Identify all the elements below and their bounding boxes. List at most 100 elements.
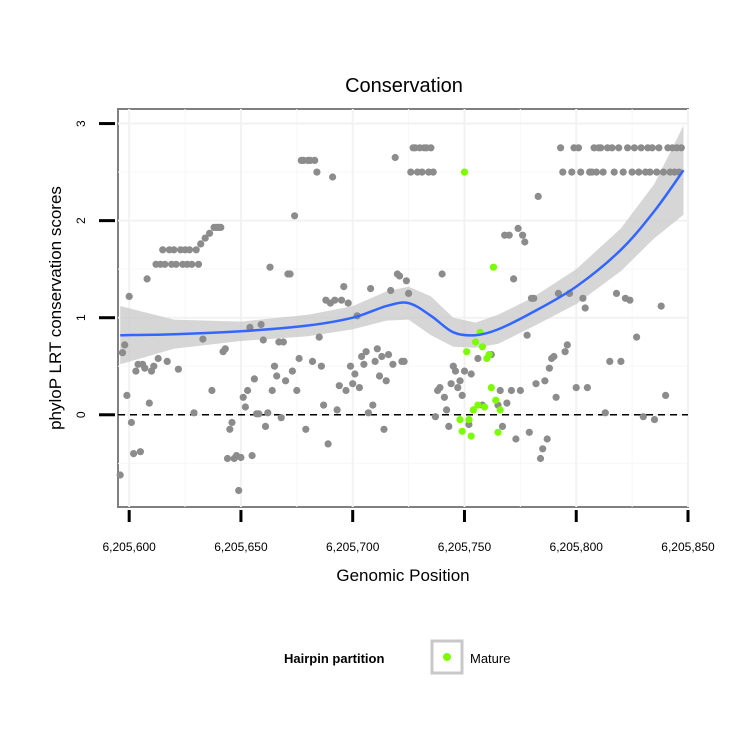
data-point-other xyxy=(154,354,162,363)
data-point-other xyxy=(369,401,377,409)
data-point-mature xyxy=(465,416,473,424)
data-point-other xyxy=(429,168,437,176)
data-point-other xyxy=(291,212,299,220)
data-point-mature xyxy=(478,343,486,351)
data-point-other xyxy=(550,352,558,361)
data-point-other xyxy=(639,413,647,421)
data-point-other xyxy=(192,246,200,254)
data-point-other xyxy=(539,445,547,453)
y-tick-label: 2 xyxy=(74,217,88,224)
data-point-other xyxy=(507,386,515,395)
data-point-other xyxy=(259,336,267,344)
data-point-other xyxy=(509,275,518,283)
data-point-other xyxy=(237,453,245,462)
data-point-other xyxy=(474,354,482,363)
chart-title: Conservation xyxy=(345,75,463,97)
data-point-other xyxy=(226,425,234,433)
data-point-other xyxy=(360,360,368,368)
data-point-other xyxy=(655,144,663,152)
data-point-other xyxy=(266,263,274,271)
data-point-mature xyxy=(463,348,471,356)
data-point-other xyxy=(143,275,151,283)
data-point-other xyxy=(648,144,656,152)
data-point-other xyxy=(583,384,592,392)
data-point-other xyxy=(456,377,464,385)
data-point-other xyxy=(308,357,317,365)
data-point-other xyxy=(141,364,149,372)
data-point-other xyxy=(185,246,194,254)
data-point-other xyxy=(346,362,355,370)
data-point-other xyxy=(250,375,258,383)
x-tick-label: 6,205,800 xyxy=(550,540,604,554)
data-point-other xyxy=(505,231,513,239)
data-point-other xyxy=(626,296,634,304)
data-point-other xyxy=(610,168,618,176)
data-point-other xyxy=(125,292,133,300)
data-point-other xyxy=(340,283,348,291)
data-point-other xyxy=(163,357,171,365)
data-point-other xyxy=(512,435,520,443)
data-point-other xyxy=(342,386,350,395)
data-point-other xyxy=(223,454,232,463)
data-point-other xyxy=(317,362,325,370)
data-point-other xyxy=(530,294,538,302)
data-point-mature xyxy=(460,168,469,176)
data-point-other xyxy=(436,384,444,392)
x-axis-title: Genomic Position xyxy=(336,566,469,585)
data-point-other xyxy=(608,144,616,152)
legend-key-mature xyxy=(430,639,464,675)
data-point-other xyxy=(568,168,576,176)
data-point-other xyxy=(199,335,207,343)
data-point-other xyxy=(344,299,352,307)
data-point-other xyxy=(288,367,296,375)
data-point-other xyxy=(123,391,131,399)
data-point-other xyxy=(127,418,135,427)
data-point-other xyxy=(418,168,426,176)
data-point-other xyxy=(391,153,399,162)
data-point-other xyxy=(617,357,625,365)
data-point-mature xyxy=(487,384,495,392)
y-tick-label: 0 xyxy=(74,411,88,418)
data-point-other xyxy=(407,168,415,176)
data-point-other xyxy=(445,422,453,430)
data-point-mature xyxy=(474,401,482,409)
data-point-other xyxy=(335,382,343,390)
data-point-other xyxy=(206,229,214,237)
data-point-other xyxy=(333,406,341,414)
data-point-other xyxy=(606,357,614,365)
data-point-other xyxy=(561,348,569,356)
data-point-other xyxy=(460,367,469,375)
data-point-other xyxy=(373,345,381,353)
data-point-other xyxy=(532,380,540,388)
data-point-other xyxy=(145,399,153,407)
data-point-other xyxy=(221,345,229,353)
data-point-mature xyxy=(492,396,500,404)
data-point-other xyxy=(217,223,225,231)
data-point-other xyxy=(536,454,545,463)
data-point-other xyxy=(601,409,609,417)
data-point-other xyxy=(132,367,140,375)
data-point-other xyxy=(264,409,272,417)
data-point-other xyxy=(525,428,533,436)
data-point-other xyxy=(552,393,560,401)
data-point-other xyxy=(514,224,522,232)
data-point-other xyxy=(523,331,531,339)
y-tick-label: 1 xyxy=(74,314,88,321)
data-point-other xyxy=(633,333,641,341)
data-point-other xyxy=(302,425,310,433)
data-point-other xyxy=(396,272,404,280)
data-point-other xyxy=(628,168,636,176)
data-point-mature xyxy=(485,351,493,359)
data-point-other xyxy=(447,380,455,388)
points-other xyxy=(116,144,685,495)
data-point-other xyxy=(257,320,265,329)
data-point-other xyxy=(241,403,249,411)
data-point-other xyxy=(170,246,178,254)
data-point-other xyxy=(268,386,276,395)
data-point-other xyxy=(559,168,567,176)
data-point-other xyxy=(362,348,370,356)
data-point-other xyxy=(581,304,589,312)
data-point-other xyxy=(615,144,623,152)
data-point-other xyxy=(624,144,632,152)
data-point-other xyxy=(358,352,366,361)
